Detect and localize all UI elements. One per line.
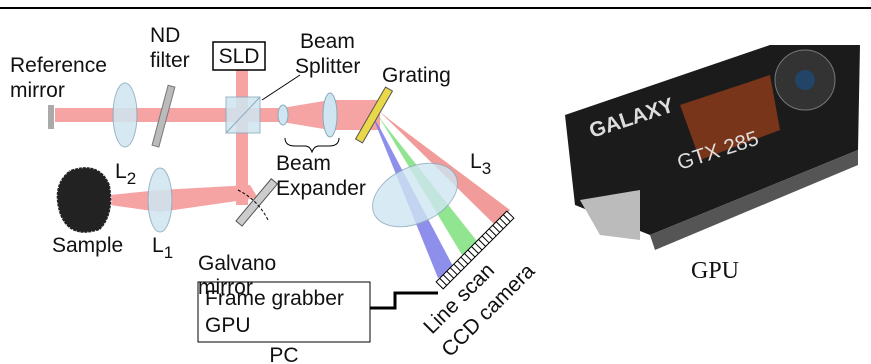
lens-l1 [148, 168, 172, 232]
gpu-hub [795, 70, 815, 90]
label: filter [150, 49, 190, 72]
label: Splitter [295, 55, 360, 78]
label: Expander [276, 177, 366, 200]
label: Beam [276, 152, 331, 175]
label: Beam [300, 30, 355, 53]
expander-lens-1 [278, 105, 288, 125]
label: Reference [10, 54, 107, 77]
lens-label: L1 [152, 234, 173, 262]
page: Reference mirror ND filter SLD Beam Spli… [0, 0, 871, 364]
label: PC [269, 344, 298, 364]
label: Galvano [198, 252, 276, 275]
sample-blob [57, 167, 112, 233]
label: SLD [219, 45, 260, 68]
reference-beam [55, 108, 245, 122]
expander-brace [285, 138, 339, 152]
sample-beam [110, 185, 258, 212]
lens-label: L2 [115, 160, 136, 188]
label: GPU [205, 314, 251, 337]
lens-l2 [113, 83, 137, 147]
label: Grating [382, 64, 451, 87]
label: ND [150, 24, 180, 47]
gpu-photo: GALAXY GTX 285 [565, 45, 860, 250]
label: mirror [10, 79, 65, 102]
splitter-pointer [262, 75, 300, 100]
expander-beam [245, 100, 380, 130]
expander-lens-2 [323, 93, 337, 137]
label: Sample [52, 234, 123, 257]
source-beam [236, 70, 248, 205]
label: Frame grabber [205, 287, 344, 310]
cable [370, 293, 438, 308]
photo-caption: GPU [691, 258, 739, 284]
reference-mirror [48, 105, 54, 129]
lens-label: L3 [470, 150, 491, 178]
